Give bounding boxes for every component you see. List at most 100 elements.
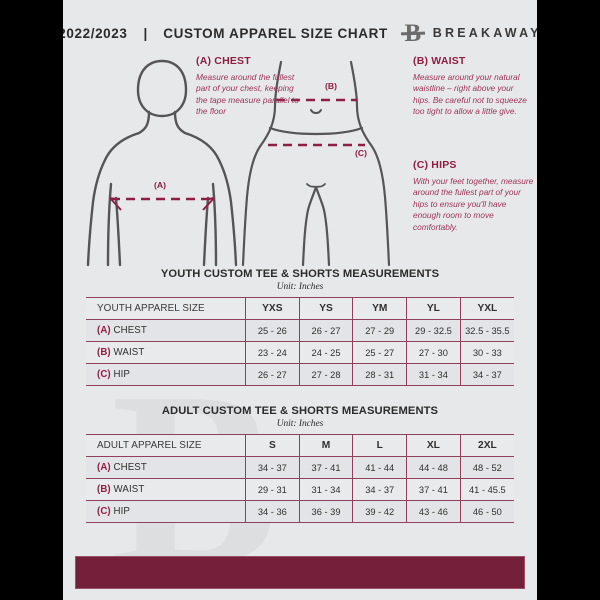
youth-size-ym: YM (352, 297, 407, 320)
adult-chest-l: 41 - 44 (352, 456, 407, 479)
youth-header-row: YOUTH APPAREL SIZE YXS YS YM YL YXL (86, 297, 514, 320)
note-hips-text: With your feet together, measure around … (413, 176, 534, 232)
note-waist-text: Measure around your natural waistline – … (413, 72, 527, 117)
adult-table-block: ADULT CUSTOM TEE & SHORTS MEASUREMENTS U… (63, 405, 537, 523)
adult-row-hip-label: (C) HIP (86, 500, 246, 523)
adult-hip-2xl: 46 - 50 (459, 500, 514, 523)
table-row: (B) WAIST 29 - 31 31 - 34 34 - 37 37 - 4… (86, 478, 514, 501)
youth-chest-yxs: 25 - 26 (245, 319, 300, 342)
adult-waist-name: WAIST (113, 484, 145, 495)
note-chest-text: Measure around the fullest part of your … (196, 72, 299, 117)
adult-table-body: ADULT APPAREL SIZE S M L XL 2XL (A) CHES… (86, 434, 514, 523)
youth-size-yxl: YXL (459, 297, 514, 320)
youth-row-chest-label: (A) CHEST (86, 319, 246, 342)
table-row: (C) HIP 26 - 27 27 - 28 28 - 31 31 - 34 … (86, 363, 514, 386)
youth-hip-ym: 28 - 31 (352, 363, 407, 386)
measurement-diagrams: (A) (B) (C) (A) CHEST Measure around the… (63, 52, 537, 267)
adult-chest-2xl: 48 - 52 (459, 456, 514, 479)
adult-waist-l: 34 - 37 (352, 478, 407, 501)
youth-size-ys: YS (298, 297, 353, 320)
table-row: (B) WAIST 23 - 24 24 - 25 25 - 27 27 - 3… (86, 341, 514, 364)
adult-table-title: ADULT CUSTOM TEE & SHORTS MEASUREMENTS (161, 405, 439, 417)
adult-hip-name: HIP (113, 506, 130, 517)
adult-waist-xl: 37 - 41 (406, 478, 461, 501)
youth-table-body: YOUTH APPAREL SIZE YXS YS YM YL YXL (A) … (86, 297, 514, 386)
note-waist: (B) WAIST Measure around your natural wa… (413, 55, 531, 118)
adult-table-unit: Unit: Inches (276, 419, 324, 429)
adult-chest-name: CHEST (113, 462, 147, 473)
adult-size-table: ADULT APPAREL SIZE S M L XL 2XL (A) CHES… (86, 434, 514, 523)
youth-waist-yl: 27 - 30 (406, 341, 461, 364)
youth-chest-tag: (A) (97, 325, 111, 336)
adult-header-row: ADULT APPAREL SIZE S M L XL 2XL (86, 434, 514, 457)
youth-chest-name: CHEST (113, 325, 147, 336)
table-row: (A) CHEST 25 - 26 26 - 27 27 - 29 29 - 3… (86, 319, 514, 342)
youth-waist-name: WAIST (113, 347, 145, 358)
footer-bar (75, 556, 525, 589)
youth-hip-name: HIP (113, 369, 130, 380)
youth-row-waist-label: (B) WAIST (86, 341, 246, 364)
youth-chest-yl: 29 - 32.5 (406, 319, 461, 342)
youth-size-yl: YL (406, 297, 461, 320)
chest-arrow-left (109, 197, 122, 211)
youth-waist-tag: (B) (97, 347, 111, 358)
adult-chest-tag: (A) (97, 462, 111, 473)
logo-letter: B (404, 19, 422, 47)
youth-size-yxs: YXS (245, 297, 300, 320)
youth-waist-ym: 25 - 27 (352, 341, 407, 364)
adult-hip-l: 39 - 42 (352, 500, 407, 523)
table-row: (C) HIP 34 - 36 36 - 39 39 - 42 43 - 46 … (86, 500, 514, 523)
youth-table-block: YOUTH CUSTOM TEE & SHORTS MEASUREMENTS U… (63, 268, 537, 386)
adult-waist-s: 29 - 31 (245, 478, 300, 501)
adult-hip-xl: 43 - 46 (406, 500, 461, 523)
youth-chest-ym: 27 - 29 (352, 319, 407, 342)
adult-hip-s: 34 - 36 (245, 500, 300, 523)
youth-hip-yl: 31 - 34 (406, 363, 461, 386)
breakaway-logo-icon: B (402, 20, 424, 46)
youth-chest-ys: 26 - 27 (298, 319, 353, 342)
adult-size-l: L (352, 434, 407, 457)
brand-lockup: B BREAKAWAY (402, 20, 537, 46)
adult-size-m: M (298, 434, 353, 457)
youth-table-title: YOUTH CUSTOM TEE & SHORTS MEASUREMENTS (160, 268, 440, 280)
adult-size-s: S (245, 434, 300, 457)
note-hips-heading: (C) HIPS (413, 159, 457, 171)
adult-chest-m: 37 - 41 (298, 456, 353, 479)
youth-waist-yxs: 23 - 24 (245, 341, 300, 364)
youth-row-hip-label: (C) HIP (86, 363, 246, 386)
youth-chest-yxl: 32.5 - 35.5 (459, 319, 514, 342)
note-waist-heading: (B) WAIST (413, 55, 466, 67)
adult-hip-m: 36 - 39 (298, 500, 353, 523)
hip-label: (C) (355, 148, 367, 158)
header-season: 2022/2023 (63, 25, 128, 41)
chest-arrow-right (202, 197, 215, 211)
youth-waist-ys: 24 - 25 (298, 341, 353, 364)
upper-body-outline (86, 59, 238, 267)
adult-waist-tag: (B) (97, 484, 111, 495)
header-separator: | (143, 25, 148, 41)
adult-chest-xl: 44 - 48 (406, 456, 461, 479)
youth-table-unit: Unit: Inches (276, 282, 324, 292)
adult-row-chest-label: (A) CHEST (86, 456, 246, 479)
adult-waist-m: 31 - 34 (298, 478, 353, 501)
page-header: 2022/2023 | CUSTOM APPAREL SIZE CHART B … (63, 18, 537, 48)
note-chest: (A) CHEST Measure around the fullest par… (196, 55, 304, 118)
chart-page: B 2022/2023 | CUSTOM APPAREL SIZE CHART … (63, 0, 537, 600)
adult-chest-s: 34 - 37 (245, 456, 300, 479)
youth-hip-yxl: 34 - 37 (459, 363, 514, 386)
adult-row-waist-label: (B) WAIST (86, 478, 246, 501)
youth-size-table: YOUTH APPAREL SIZE YXS YS YM YL YXL (A) … (86, 297, 514, 386)
youth-hip-yxs: 26 - 27 (245, 363, 300, 386)
adult-size-xl: XL (406, 434, 461, 457)
adult-size-2xl: 2XL (459, 434, 514, 457)
body-diagram-svg (86, 59, 391, 267)
note-hips: (C) HIPS With your feet together, measur… (413, 159, 535, 233)
brand-name: BREAKAWAY (432, 26, 537, 40)
waist-label: (B) (325, 81, 337, 91)
youth-size-header: YOUTH APPAREL SIZE (86, 297, 246, 320)
table-row: (A) CHEST 34 - 37 37 - 41 41 - 44 44 - 4… (86, 456, 514, 479)
note-chest-heading: (A) CHEST (196, 55, 251, 67)
page-title: CUSTOM APPAREL SIZE CHART (163, 25, 388, 41)
youth-hip-ys: 27 - 28 (298, 363, 353, 386)
